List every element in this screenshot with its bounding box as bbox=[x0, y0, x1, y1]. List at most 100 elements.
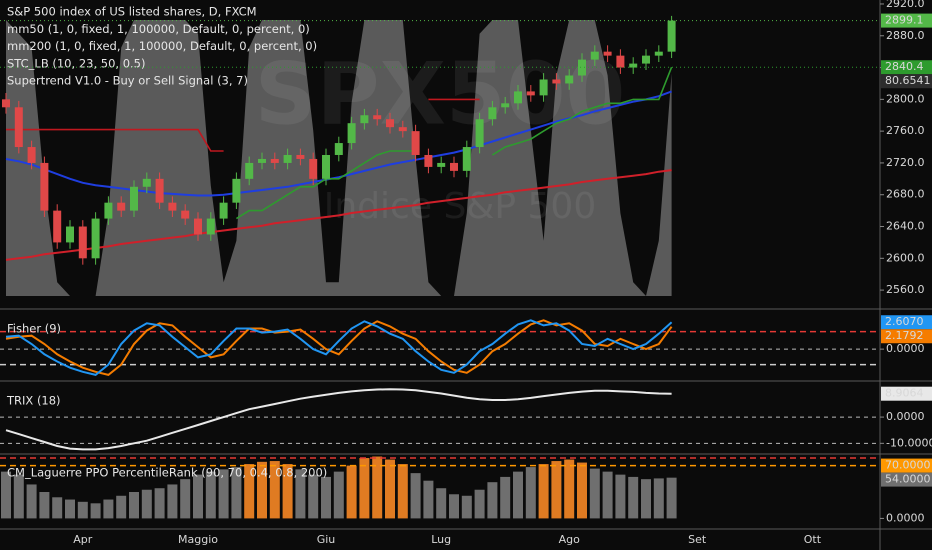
candle-body bbox=[526, 91, 535, 96]
bar bbox=[116, 495, 127, 519]
candle-body bbox=[552, 79, 561, 84]
bar bbox=[372, 456, 383, 519]
bar bbox=[359, 458, 370, 519]
stc-area bbox=[6, 20, 672, 296]
pane-title: TRIX (18) bbox=[6, 394, 61, 408]
bar bbox=[167, 484, 178, 519]
candle-body bbox=[283, 154, 292, 163]
candle-body bbox=[539, 79, 548, 96]
y-tick-label: -10.0000 bbox=[886, 436, 932, 449]
value-tag-label: 2.6070 bbox=[885, 315, 924, 328]
bar bbox=[282, 464, 293, 519]
x-tick-label: Giu bbox=[317, 533, 336, 546]
y-tick-label: 2640.0 bbox=[886, 220, 925, 233]
candle-body bbox=[373, 115, 382, 120]
candle-body bbox=[565, 75, 574, 84]
y-tick-label: 2880.0 bbox=[886, 29, 925, 42]
bar bbox=[577, 462, 587, 519]
candle-body bbox=[629, 63, 638, 68]
candle-body bbox=[270, 158, 279, 163]
candle-body bbox=[181, 210, 190, 219]
bar bbox=[487, 482, 498, 519]
x-tick-label: Ago bbox=[559, 533, 581, 546]
bar bbox=[295, 469, 306, 519]
bar bbox=[257, 461, 267, 519]
bar bbox=[269, 461, 280, 519]
candle-body bbox=[322, 154, 330, 179]
y-tick-label: 2760.0 bbox=[886, 124, 925, 137]
bar bbox=[231, 467, 242, 519]
candle-body bbox=[616, 55, 625, 68]
candle-body bbox=[104, 202, 113, 219]
moving-average bbox=[5, 169, 672, 261]
candle-body bbox=[360, 115, 369, 124]
bar bbox=[52, 497, 63, 519]
legend-entry: S&P 500 index of US listed shares, D, FX… bbox=[7, 5, 257, 19]
legend-entry: STC_LB (10, 23, 50, 0.5) bbox=[7, 56, 145, 70]
legend-entry: mm200 (1, 0, fixed, 1, 100000, Default, … bbox=[7, 39, 317, 53]
value-tag bbox=[881, 74, 932, 89]
moving-average bbox=[5, 90, 672, 197]
candle-body bbox=[232, 178, 241, 203]
bar bbox=[244, 464, 255, 519]
candle-body bbox=[219, 202, 228, 219]
watermark-sub: Indice S&P 500 bbox=[324, 186, 596, 227]
candle-body bbox=[142, 178, 151, 187]
bar bbox=[461, 495, 472, 519]
candle-body bbox=[424, 154, 433, 167]
value-tag-label: 70.0000 bbox=[885, 459, 931, 472]
x-tick-label: Maggio bbox=[178, 533, 218, 546]
bar bbox=[653, 478, 664, 519]
supertrend-line bbox=[6, 98, 480, 152]
y-tick-label: 0.0000 bbox=[886, 410, 925, 423]
y-tick-label: 0.0000 bbox=[886, 511, 925, 524]
value-tag-label: 2899.1 bbox=[885, 14, 924, 27]
x-tick-label: Set bbox=[688, 533, 707, 546]
bar bbox=[602, 471, 613, 519]
x-tick-label: Lug bbox=[431, 533, 451, 546]
bar bbox=[141, 489, 152, 519]
y-tick-label: 2680.0 bbox=[886, 188, 925, 201]
candle-body bbox=[590, 51, 599, 60]
candle-body bbox=[66, 226, 74, 243]
bar bbox=[500, 476, 511, 519]
bar bbox=[615, 474, 626, 519]
candle-body bbox=[296, 154, 305, 159]
candle-body bbox=[78, 226, 87, 259]
y-tick-label: 2720.0 bbox=[886, 156, 925, 169]
bar bbox=[449, 494, 459, 519]
candle-body bbox=[53, 210, 62, 243]
value-tag-label: 2.1792 bbox=[885, 329, 924, 342]
bar bbox=[564, 459, 575, 519]
bar bbox=[397, 464, 408, 519]
y-tick-label: 2800.0 bbox=[886, 92, 925, 105]
bar bbox=[193, 474, 203, 519]
bar bbox=[103, 499, 114, 519]
candle-body bbox=[450, 162, 458, 171]
candle-body bbox=[130, 186, 138, 211]
value-tag-label: 2840.4 bbox=[885, 60, 924, 73]
bar bbox=[77, 501, 88, 519]
bar bbox=[26, 484, 37, 519]
bar bbox=[525, 467, 536, 519]
bar bbox=[628, 476, 639, 519]
bar bbox=[666, 477, 677, 519]
candle-body bbox=[578, 59, 586, 76]
bar bbox=[65, 499, 75, 519]
value-tag bbox=[881, 458, 932, 473]
y-tick-label: 2600.0 bbox=[886, 251, 925, 264]
candle-body bbox=[603, 51, 612, 56]
candle-body bbox=[386, 119, 394, 128]
candle-body bbox=[667, 20, 676, 52]
candle-body bbox=[514, 91, 522, 104]
candle-body bbox=[168, 202, 177, 211]
bar bbox=[423, 480, 434, 519]
value-tag bbox=[881, 329, 932, 344]
candle-body bbox=[398, 127, 407, 132]
bar bbox=[641, 479, 651, 519]
y-tick-label: 0.0000 bbox=[886, 342, 925, 355]
candle-body bbox=[245, 162, 254, 179]
bar bbox=[39, 492, 50, 519]
